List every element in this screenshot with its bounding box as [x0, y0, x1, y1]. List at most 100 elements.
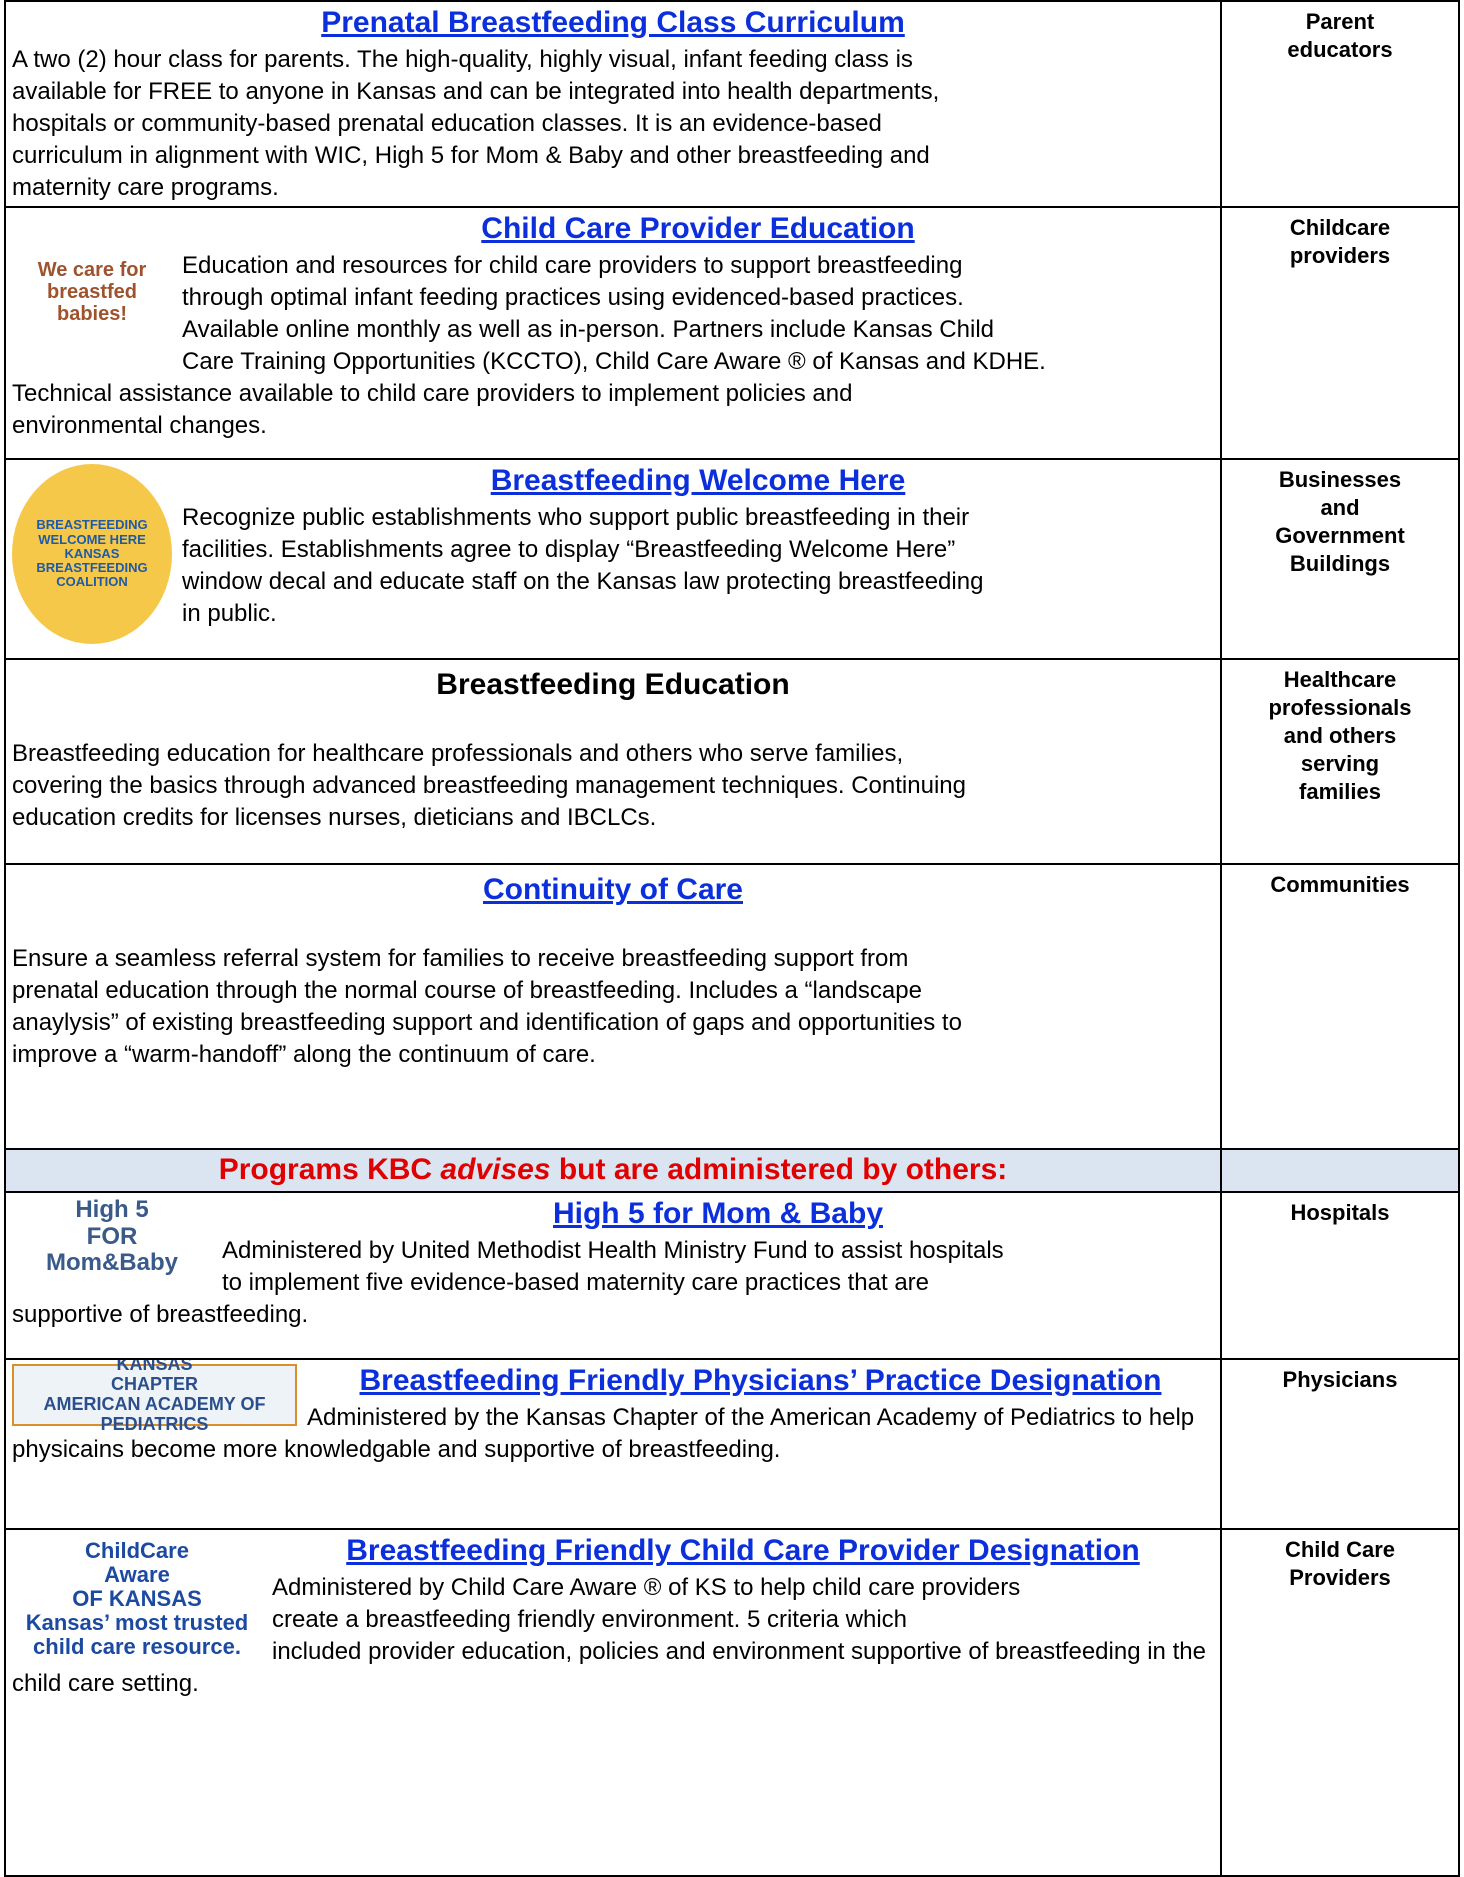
description-line: A two (2) hour class for parents. The hi… [12, 46, 913, 73]
audience-text: Government [1275, 523, 1405, 548]
logo-text: Aware [104, 1561, 170, 1587]
audience-cell: Child Care Providers [1222, 1530, 1458, 1875]
logo-text: Kansas’ most trusted child care resource… [25, 1610, 249, 1660]
audience-text: Providers [1289, 1565, 1391, 1590]
description-line: Ensure a seamless referral system for fa… [12, 945, 909, 972]
logo-text: breastfed babies! [46, 281, 138, 325]
audience-text: and [1320, 495, 1360, 520]
program-title[interactable]: Continuity of Care [483, 873, 743, 906]
description-line: prenatal education through the normal co… [12, 977, 922, 1004]
program-cell: Programs KBC advises but are administere… [6, 1150, 1222, 1191]
program-cell: High 5 FOR Mom&Baby High 5 for Mom & Baby Ad… [6, 1193, 1222, 1358]
logo: We care for breastfed babies! [12, 212, 172, 372]
audience-text: Parent [1305, 9, 1375, 34]
description-line: to implement five evidence-based materni… [222, 1269, 930, 1296]
table-row: Programs KBC advises but are administere… [4, 1150, 1460, 1193]
description-line: Breastfeeding education for healthcare p… [12, 740, 904, 767]
logo-text: KANSAS BREASTFEEDING COALITION [36, 545, 148, 590]
logo-text: AMERICAN ACADEMY OF PEDIATRICS [43, 1394, 266, 1434]
audience-text: Healthcare [1283, 667, 1397, 692]
description-line: facilities. Establishments agree to disp… [182, 536, 956, 563]
description-line: maternity care programs. [12, 174, 279, 201]
logo-text: BREASTFEEDING WELCOME HERE [36, 517, 148, 547]
audience-text: and others [1283, 723, 1397, 748]
logo: KANSAS CHAPTER AMERICAN ACADEMY OF PEDIATR… [12, 1360, 297, 1434]
program-title[interactable]: Child Care Provider Education [481, 212, 915, 245]
table-row: BREASTFEEDING WELCOME HERE KANSAS BREASTF… [4, 460, 1460, 660]
description-line: supportive of breastfeeding. [12, 1301, 309, 1328]
audience-cell [1222, 1150, 1458, 1191]
table-row: High 5 FOR Mom&Baby High 5 for Mom & Baby Ad… [4, 1193, 1460, 1360]
program-cell: We care for breastfed babies! Child Care P… [6, 208, 1222, 458]
description-line: Recognize public establishments who supp… [182, 504, 970, 531]
description-line: child care setting. [12, 1670, 199, 1697]
logo-text: We care for [37, 259, 147, 281]
audience-text: providers [1289, 243, 1391, 268]
audience-text: professionals [1268, 695, 1412, 720]
description-line: Care Training Opportunities (KCCTO), Chi… [182, 348, 1046, 375]
program-cell: Continuity of Care Ensure a seamless refe… [6, 865, 1222, 1148]
audience-text: serving [1300, 751, 1380, 776]
audience-cell: Physicians [1222, 1360, 1458, 1528]
audience-text: Child Care [1284, 1537, 1396, 1562]
description-line: included provider education, policies an… [272, 1638, 1206, 1665]
logo-text: FOR [86, 1222, 138, 1250]
audience-text: Communities [1270, 872, 1410, 897]
description-line: hospitals or community-based prenatal ed… [12, 110, 882, 137]
section-heading: but are administered by others: [550, 1153, 1008, 1186]
audience-text: educators [1287, 37, 1393, 62]
program-cell: Prenatal Breastfeeding Class Curriculum A… [6, 2, 1222, 206]
logo-text: KANSAS [116, 1360, 193, 1375]
program-cell: ChildCare Aware OF KANSAS Kansas’ most trus… [6, 1530, 1222, 1875]
audience-cell: Healthcare professionals and others serving… [1222, 660, 1458, 863]
table-row: Prenatal Breastfeeding Class Curriculum A… [4, 0, 1460, 208]
table-row: We care for breastfed babies! Child Care P… [4, 208, 1460, 460]
audience-cell: Parent educators [1222, 2, 1458, 206]
description-line: environmental changes. [12, 412, 267, 439]
program-cell: KANSAS CHAPTER AMERICAN ACADEMY OF PEDIATR… [6, 1360, 1222, 1528]
program-title[interactable]: Breastfeeding Friendly Physicians’ Pract… [359, 1364, 1162, 1397]
description-line: create a breastfeeding friendly environm… [272, 1606, 907, 1633]
description-line: covering the basics through advanced bre… [12, 772, 966, 799]
audience-text: Childcare [1289, 215, 1391, 240]
table-row: KANSAS CHAPTER AMERICAN ACADEMY OF PEDIATR… [4, 1360, 1460, 1530]
program-cell: Breastfeeding Education Breastfeeding edu… [6, 660, 1222, 863]
audience-text: Hospitals [1290, 1200, 1390, 1225]
audience-text: Buildings [1289, 551, 1391, 576]
logo-text: OF KANSAS [72, 1585, 202, 1611]
program-title: Breastfeeding Education [436, 668, 790, 701]
section-heading: advises [440, 1153, 551, 1186]
table-row: Continuity of Care Ensure a seamless refe… [4, 865, 1460, 1150]
description-line: education credits for licenses nurses, d… [12, 804, 657, 831]
logo: BREASTFEEDING WELCOME HERE KANSAS BREASTF… [12, 464, 172, 644]
logo-text: High 5 [75, 1196, 149, 1224]
audience-text: families [1299, 779, 1381, 804]
logo-text: Mom&Baby [45, 1249, 178, 1277]
description-line: physicains become more knowledgable and … [12, 1436, 781, 1463]
logo-text: CHAPTER [110, 1374, 198, 1395]
program-title[interactable]: Breastfeeding Friendly Child Care Provid… [346, 1534, 1140, 1567]
description-line: through optimal infant feeding practices… [182, 284, 964, 311]
audience-text: Physicians [1282, 1367, 1398, 1392]
document: Prenatal Breastfeeding Class Curriculum A… [4, 0, 1460, 1877]
logo-text: ChildCare [85, 1537, 189, 1563]
description-line: Technical assistance available to child … [12, 380, 853, 407]
description-line: Available online monthly as well as in-p… [182, 316, 994, 343]
audience-cell: Businesses and Government Buildings [1222, 460, 1458, 658]
description-line: in public. [182, 600, 277, 627]
audience-cell: Hospitals [1222, 1193, 1458, 1358]
description-line: available for FREE to anyone in Kansas a… [12, 78, 940, 105]
audience-cell: Communities [1222, 865, 1458, 1148]
program-title[interactable]: High 5 for Mom & Baby [552, 1197, 883, 1230]
table-row: Breastfeeding Education Breastfeeding edu… [4, 660, 1460, 865]
description-line: improve a “warm-handoff” along the conti… [12, 1041, 596, 1068]
description-line: anaylysis” of existing breastfeeding sup… [12, 1009, 962, 1036]
program-title[interactable]: Breastfeeding Welcome Here [490, 464, 906, 497]
logo: ChildCare Aware OF KANSAS Kansas’ most trus… [12, 1534, 262, 1664]
description-line: Administered by Child Care Aware ® of KS… [272, 1574, 1021, 1601]
table-row: ChildCare Aware OF KANSAS Kansas’ most trus… [4, 1530, 1460, 1877]
logo: High 5 FOR Mom&Baby [12, 1197, 212, 1277]
program-cell: BREASTFEEDING WELCOME HERE KANSAS BREASTF… [6, 460, 1222, 658]
audience-cell: Childcare providers [1222, 208, 1458, 458]
program-title[interactable]: Prenatal Breastfeeding Class Curriculum [321, 6, 905, 39]
